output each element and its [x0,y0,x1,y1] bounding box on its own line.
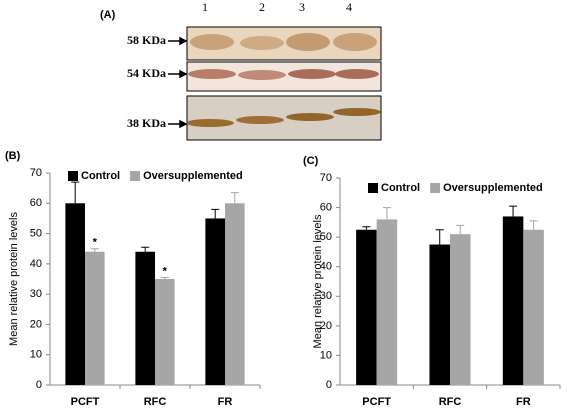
blot-band [238,70,286,80]
y-axis-label: Mean relative protein levels [312,214,324,348]
significance-mark: * [93,237,98,249]
lane-label: 1 [202,0,208,14]
lane-label: 2 [259,0,265,14]
error-bar [529,220,538,230]
bar [135,251,155,385]
error-bar [90,248,99,252]
y-tick-label: 60 [320,201,332,213]
bar [429,244,450,385]
legend-swatch [68,171,78,181]
legend-swatch [430,183,441,193]
error-bar [362,226,371,230]
blot-band [190,34,234,50]
x-tick-label: RFC [144,396,167,408]
error-bar [435,229,444,245]
y-tick-label: 10 [320,349,332,361]
y-tick-label: 30 [320,290,332,302]
blot-band [286,113,334,121]
y-tick-label: 0 [326,379,332,391]
y-tick-label: 60 [30,197,42,209]
blot-band [188,69,236,79]
panel-label: (A) [100,9,116,21]
y-tick-label: 40 [320,261,332,273]
x-tick-label: FR [218,396,233,408]
bar [85,251,105,385]
y-tick-label: 20 [320,320,332,332]
legend-swatch [130,171,141,181]
arrows [168,36,188,129]
panel-label: (B) [5,150,21,162]
lane-label: 4 [346,0,352,14]
y-tick-label: 50 [320,231,332,243]
bar [356,229,377,385]
band-label: 58 KDa [127,33,166,47]
y-tick-label: 0 [36,379,42,391]
band-label: 54 KDa [127,66,166,80]
bar [502,216,524,385]
lane-label: 3 [299,0,305,14]
error-bar [509,205,518,217]
error-bar [141,246,150,252]
blot-band [240,36,284,50]
bar [205,218,225,385]
error-bar [456,224,465,235]
y-axis-label: Mean relative protein levels [8,212,20,346]
panel-label: (C) [303,155,319,167]
y-tick-label: 20 [30,318,42,330]
x-tick-label: FR [516,396,531,408]
legend-label: Control [381,182,420,194]
bar [225,203,245,385]
bar [65,203,85,385]
blot-band [288,69,336,79]
y-tick-label: 10 [30,349,42,361]
blot-band [335,69,379,79]
blot [186,26,382,141]
error-bar [230,192,239,204]
y-tick-label: 70 [320,172,332,184]
y-tick-label: 50 [30,227,42,239]
blot-panel [186,95,382,141]
bar [376,219,398,385]
blot-band [286,33,330,51]
legend-label: Control [81,170,120,182]
bar [523,229,544,385]
error-bar [160,276,169,279]
x-tick-label: PCFT [71,396,100,408]
blot-band [186,119,234,127]
error-bar [211,208,220,219]
blot-band [333,33,377,51]
legend-label: Oversupplemented [443,182,543,194]
blot-band [236,116,284,124]
legend-label: Oversupplemented [143,170,243,182]
legend-swatch [368,183,378,193]
significance-mark: * [163,265,168,277]
bar [155,279,175,385]
bar [450,234,471,385]
y-tick-label: 70 [30,167,42,179]
blot-band [333,108,381,116]
error-bar [382,207,391,220]
band-label: 38 KDa [127,116,166,130]
x-tick-label: RFC [439,396,462,408]
error-bar [71,181,80,204]
y-tick-label: 30 [30,288,42,300]
x-tick-label: PCFT [362,396,391,408]
y-tick-label: 40 [30,258,42,270]
